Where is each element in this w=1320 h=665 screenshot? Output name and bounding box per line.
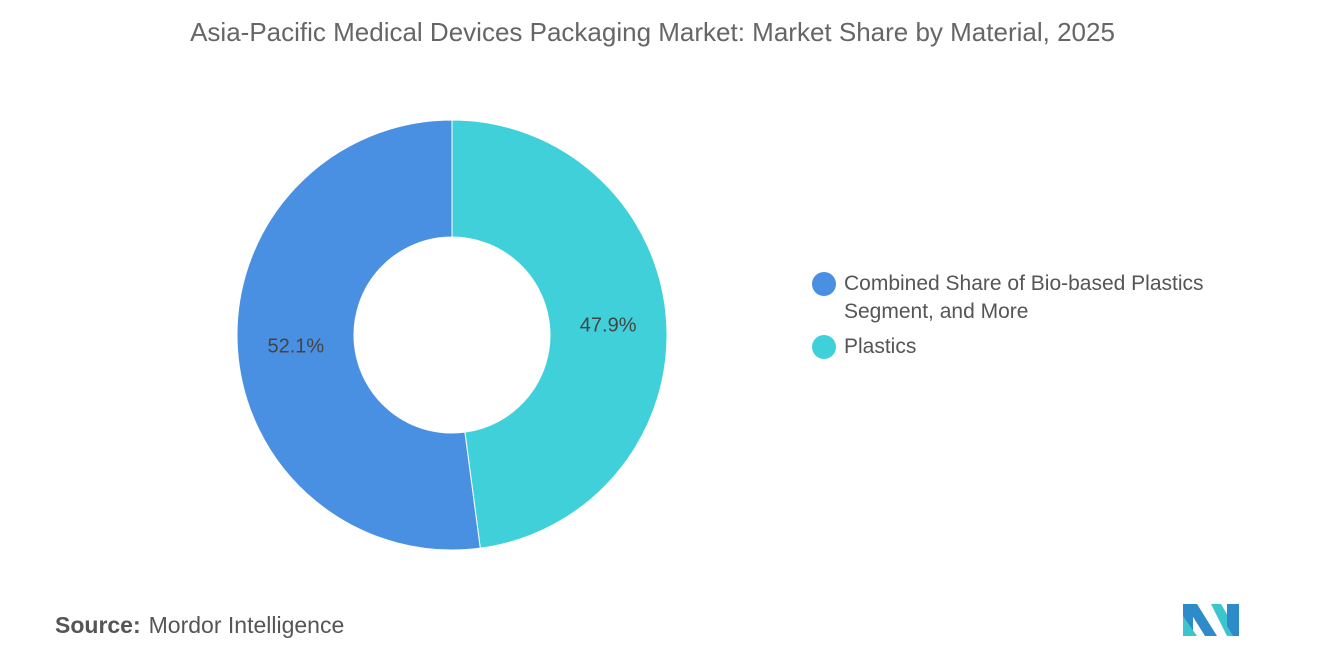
legend-label: Combined Share of Bio-based Plastics Seg…: [844, 272, 1204, 323]
data-label: 47.9%: [580, 315, 637, 337]
legend-swatch-icon: [812, 335, 836, 359]
legend-item-combined[interactable]: Combined Share of Bio-based Plastics Seg…: [812, 270, 1244, 326]
source-value: Mordor Intelligence: [148, 612, 345, 638]
source-label: Source:: [55, 612, 141, 638]
source-note: Source: Mordor Intelligence: [55, 612, 344, 639]
donut-slice-0[interactable]: [451, 119, 668, 549]
legend-swatch-icon: [812, 272, 836, 296]
chart-title: Asia-Pacific Medical Devices Packaging M…: [190, 17, 1115, 47]
mordor-logo-icon: [1183, 604, 1239, 636]
donut-slice-1[interactable]: [236, 119, 481, 551]
legend-item-plastics[interactable]: Plastics: [812, 333, 916, 361]
data-label: 52.1%: [267, 335, 324, 357]
legend-label: Plastics: [844, 335, 917, 358]
